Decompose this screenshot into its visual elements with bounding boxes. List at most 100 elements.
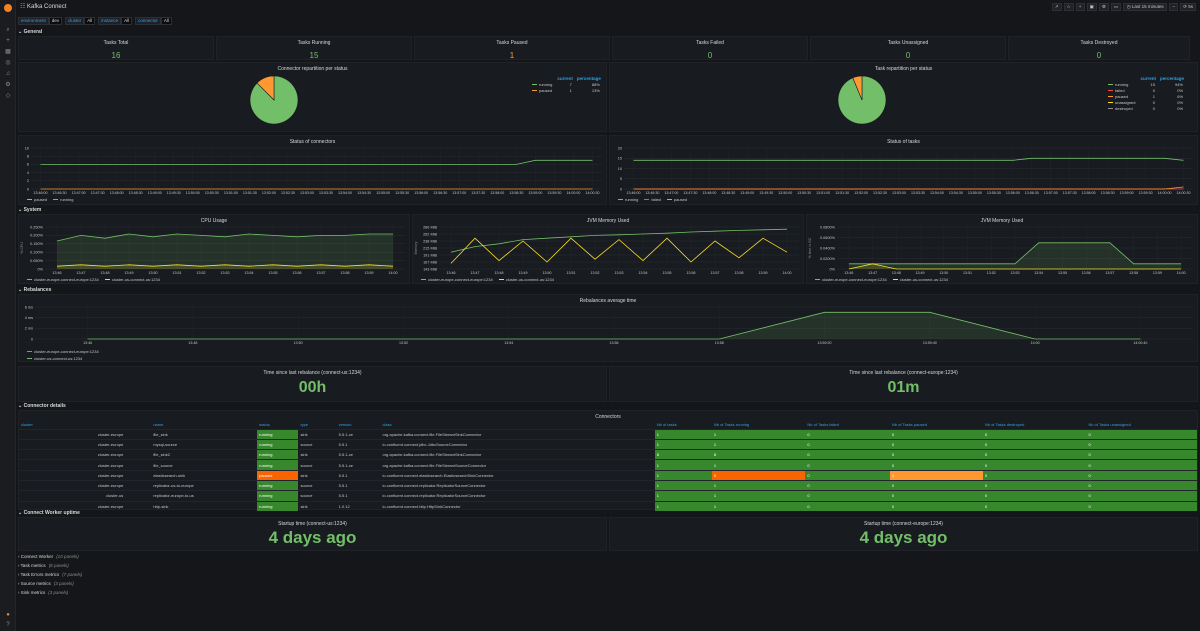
legend-percentage: 0% — [1177, 87, 1183, 93]
column-header[interactable]: class — [382, 422, 392, 428]
dashboard-title[interactable]: ☷ Kafka Connect — [20, 4, 67, 10]
table-row[interactable]: cluster-europe http-sink running sink 1.0.12… — [19, 500, 1197, 512]
column-header[interactable]: status — [259, 422, 270, 428]
column-header[interactable]: Nb of Tasks paused — [891, 422, 927, 428]
legend-item[interactable]: cluster-us-connect-us:1234 — [104, 277, 160, 282]
column-header[interactable]: Nb of Tasks destroyed — [984, 422, 1025, 428]
variable-0[interactable]: environment dev — [18, 17, 63, 25]
help-icon[interactable]: ? — [6, 622, 10, 628]
table-row[interactable]: cluster-us replicator-europe-to-us running… — [19, 490, 1197, 502]
series-line-cluster-us-connect-us:1234[interactable] — [87, 311, 1141, 340]
time-range-picker[interactable]: ◷ Last 15 minutes — [1123, 3, 1168, 11]
collapsed-row[interactable]: › Connect Worker (10 panels) — [18, 554, 79, 559]
legend-item[interactable]: paused — [27, 197, 47, 202]
alerting-icon[interactable]: ♫ — [5, 71, 11, 77]
variable-value-dropdown[interactable]: All — [160, 17, 172, 25]
user-avatar-icon[interactable]: ● — [6, 612, 10, 618]
x-tick-label: 13:57:30 — [471, 191, 485, 195]
legend-item[interactable]: running — [53, 197, 73, 202]
legend-item[interactable]: cluster-europe-connect-europe:1234 — [27, 348, 99, 355]
collapsed-row[interactable]: › Task Errors metrics (7 panels) — [18, 572, 82, 577]
column-header[interactable]: name — [153, 422, 164, 428]
legend-row[interactable]: failed 0 0% — [1105, 87, 1186, 93]
series-line-cluster-europe-connect-europe:1234[interactable] — [56, 233, 393, 242]
search-icon[interactable]: ⌕ — [6, 27, 10, 33]
legend-row[interactable]: paused 1 6% — [1105, 93, 1186, 99]
series-line-cluster-us-connect-us:1234[interactable] — [450, 237, 788, 264]
row-rebalances[interactable]: ⌄ Rebalances — [18, 287, 52, 293]
legend-item[interactable]: failed — [644, 197, 661, 202]
table-cell: file_source — [151, 459, 258, 471]
table-row[interactable]: cluster-europe mysql-source running source 5… — [19, 438, 1197, 450]
series-line-running[interactable] — [633, 157, 1184, 161]
series-line-running[interactable] — [40, 159, 593, 165]
table-row[interactable]: cluster-europe file_source running source 5.… — [19, 459, 1197, 471]
table-row[interactable]: cluster-europe replicator-us-to-europe run… — [19, 479, 1197, 491]
settings-button[interactable]: ⚙ — [1098, 3, 1109, 11]
column-header[interactable]: Nb of Tasks running — [713, 422, 750, 428]
zoom-out-button[interactable]: − — [1169, 3, 1179, 11]
table-cell: 1 — [654, 469, 712, 481]
plus-icon[interactable]: + — [6, 38, 10, 44]
share-button[interactable]: ↗ — [1051, 3, 1062, 11]
pie-slice-paused[interactable] — [256, 75, 275, 101]
legend-swatch — [666, 199, 672, 201]
legend-item[interactable]: cluster-us-connect-us:1234 — [27, 355, 99, 362]
table-row[interactable]: cluster-europe file_sink running sink 5.5.1-… — [19, 428, 1197, 440]
legend-item[interactable]: cluster-us-connect-us:1234 — [892, 277, 948, 282]
collapsed-row[interactable]: › Source metrics (3 panels) — [18, 581, 74, 586]
legend-row[interactable]: unassigned 0 0% — [1105, 99, 1186, 105]
legend-row[interactable]: destroyed 0 0% — [1105, 105, 1186, 111]
variable-2[interactable]: instance All — [98, 17, 133, 25]
legend-item[interactable]: paused — [666, 197, 687, 202]
column-header[interactable]: version — [338, 422, 352, 428]
row-worker-uptime[interactable]: ⌄ Connect Worker uptime — [18, 510, 80, 516]
tv-mode-button[interactable]: ▭ — [1110, 3, 1122, 11]
row-connector-details[interactable]: ⌄ Connector details — [18, 403, 66, 409]
add-panel-button[interactable]: + — [1075, 3, 1085, 11]
legend-item[interactable]: cluster-europe-connect-europe:1234 — [421, 277, 493, 282]
legend-item[interactable]: cluster-us-connect-us:1234 — [498, 277, 554, 282]
legend-row[interactable]: running 15 94% — [1105, 81, 1186, 87]
column-header[interactable]: Nb of Tasks unassigned — [1088, 422, 1131, 428]
shield-icon[interactable]: ◇ — [5, 93, 11, 99]
table-cell: 1 — [654, 459, 712, 471]
series-line-paused[interactable] — [633, 186, 1184, 190]
table-row[interactable]: cluster-europe file_sink2 running sink 5.5.1… — [19, 449, 1197, 460]
variable-1[interactable]: cluster All — [65, 17, 96, 25]
y-tick-label: 2 — [27, 179, 29, 183]
row-general[interactable]: ⌄ General — [18, 29, 43, 35]
variable-value-dropdown[interactable]: All — [121, 17, 133, 25]
variable-3[interactable]: connector All — [135, 17, 172, 25]
refresh-button[interactable]: ⟳ 5s — [1180, 3, 1196, 11]
pie-slice-paused[interactable] — [852, 75, 863, 101]
series-line-cluster-us-connect-us:1234[interactable] — [56, 264, 394, 267]
grafana-logo-icon[interactable] — [4, 4, 12, 12]
panel-title: Tasks Paused — [496, 40, 528, 46]
series-line-cluster-us-connect-us:1234[interactable] — [848, 263, 1182, 270]
legend-row[interactable]: paused 1 13% — [529, 87, 603, 93]
legend-item[interactable]: cluster-europe-connect-europe:1234 — [27, 277, 99, 282]
table-row[interactable]: cluster-europe elasticsearch-sink paused si… — [19, 469, 1197, 481]
x-tick-label: 13:50:00 — [778, 191, 792, 195]
legend-item[interactable]: cluster-europe-connect-europe:1234 — [815, 277, 887, 282]
star-button[interactable]: ☆ — [1063, 3, 1074, 11]
variable-value-dropdown[interactable]: All — [84, 17, 96, 25]
column-header[interactable]: cluster — [21, 422, 33, 428]
collapsed-row[interactable]: › Sink metrics (3 panels) — [18, 590, 68, 595]
dashboards-icon[interactable]: ▦ — [5, 49, 11, 55]
column-header[interactable]: type — [300, 422, 309, 428]
column-header[interactable]: Nb of Tasks failed — [807, 422, 839, 428]
series-line-cluster-europe-connect-europe:1234[interactable] — [450, 228, 788, 253]
legend-item[interactable]: running — [618, 197, 638, 202]
collapsed-row[interactable]: › Task metrics (8 panels) — [18, 563, 69, 568]
config-gear-icon[interactable]: ⚙ — [5, 82, 11, 88]
column-header[interactable]: Nb of tasks — [656, 422, 677, 428]
table-cell: 0 — [1086, 500, 1197, 512]
save-button[interactable]: ▣ — [1086, 3, 1097, 11]
series-line-cluster-europe-connect-europe:1234[interactable] — [848, 242, 1182, 265]
legend-row[interactable]: running 7 88% — [529, 81, 603, 87]
row-system[interactable]: ⌄ System — [18, 207, 42, 213]
variable-value-dropdown[interactable]: dev — [48, 17, 63, 25]
explore-icon[interactable]: ◎ — [5, 60, 11, 66]
